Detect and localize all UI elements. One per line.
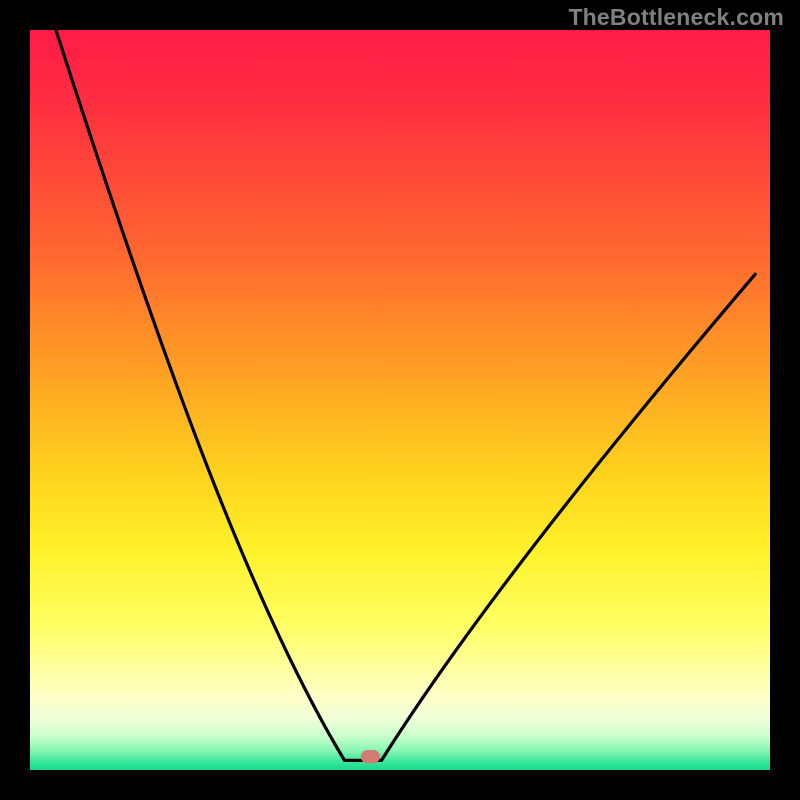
bottleneck-chart [30,30,770,770]
frame: TheBottleneck.com [0,0,800,800]
gradient-background [30,30,770,770]
optimal-point-marker [361,750,380,763]
watermark-text: TheBottleneck.com [568,4,784,31]
plot-area [30,30,770,770]
